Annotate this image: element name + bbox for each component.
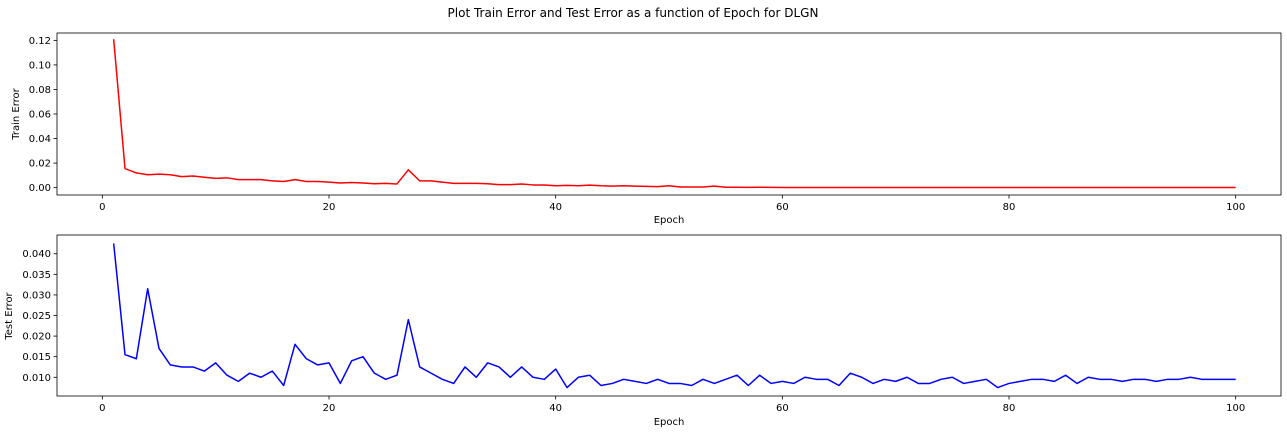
train-error-series [112,39,1236,189]
train-error-x-tick-label: 60 [776,202,789,213]
test-error-x-tick-label: 0 [99,403,105,414]
train-error-plot-frame [56,32,1282,196]
train-error-y-tick-label: 0.06 [29,110,51,121]
test-error-chart: 0 20 40 60 80 100 0.0100.0150.0200.0250.0300.… [4,234,1282,428]
test-error-y-tick-label: 0.035 [22,270,51,281]
train-error-x-tick-label: 0 [99,202,105,213]
train-error-x-tick-label: 100 [1226,202,1245,213]
test-error-y-tick-label: 0.025 [22,311,51,322]
test-error-x-tick-label: 60 [776,403,789,414]
train-error-y-axis-label: Train Error [11,87,22,140]
test-error-y-tick-label: 0.010 [22,373,51,384]
test-error-y-tick-label: 0.030 [22,290,51,301]
train-error-x-tick-label: 40 [549,202,562,213]
test-error-x-ticks: 0 20 40 60 80 100 [99,396,1245,414]
test-error-y-tick-label: 0.040 [22,249,51,260]
train-error-line [112,39,1236,189]
figure-title: Plot Train Error and Test Error as a fun… [448,6,819,20]
train-error-chart: 0 20 40 60 80 100 0.00 0.02 0.04 0.06 0.08 0.10 0.1… [11,32,1282,226]
test-error-y-tick-label: 0.015 [22,352,51,363]
train-error-y-tick-label: 0.08 [29,85,51,96]
test-error-plot-frame [56,234,1282,397]
test-error-y-tick-label: 0.020 [22,332,51,343]
train-error-x-ticks: 0 20 40 60 80 100 [99,195,1245,213]
train-error-x-axis-label: Epoch [654,215,685,226]
test-error-x-tick-label: 100 [1226,403,1245,414]
train-error-y-ticks: 0.00 0.02 0.04 0.06 0.08 0.10 0.12 [29,36,57,194]
train-error-y-tick-label: 0.12 [29,36,51,47]
test-error-line [112,243,1236,389]
test-error-x-axis-label: Epoch [654,417,685,428]
test-error-y-axis-label: Test Error [4,291,15,340]
test-error-y-ticks: 0.010 0.015 0.020 0.025 0.030 0.035 0.040 [22,249,57,384]
test-error-series [112,243,1236,389]
train-error-y-tick-label: 0.02 [29,159,51,170]
train-error-y-tick-label: 0.00 [29,183,51,194]
train-error-x-tick-label: 80 [1003,202,1016,213]
train-error-y-tick-label: 0.10 [29,60,51,71]
test-error-x-tick-label: 40 [549,403,562,414]
test-error-x-tick-label: 20 [323,403,336,414]
train-error-x-tick-label: 20 [323,202,336,213]
test-error-x-tick-label: 80 [1003,403,1016,414]
train-error-y-tick-label: 0.04 [29,134,51,145]
